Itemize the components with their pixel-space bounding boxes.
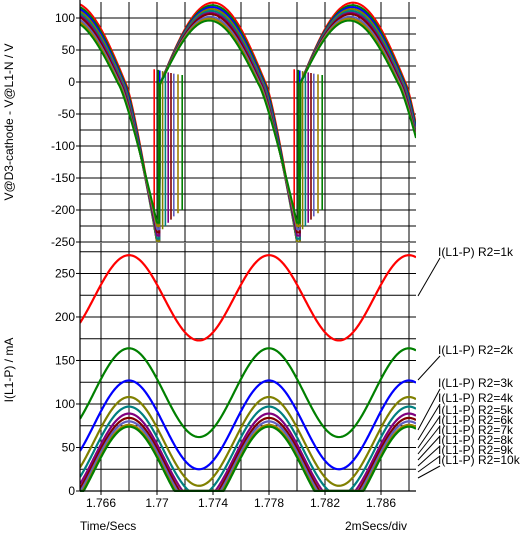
x-tick-label: 1.778 <box>254 496 284 510</box>
bottom-y-tick-label: 200 <box>55 310 75 324</box>
current-series-line <box>80 379 416 471</box>
legend-leader-line <box>417 435 441 461</box>
top-y-axis-label: V@D3-cathode - V@L1-N / V <box>2 43 16 200</box>
current-series-line <box>80 347 416 439</box>
legend-label: I(L1-P) R2=9k <box>438 443 514 457</box>
x-scale-label: 2mSecs/div <box>345 519 408 533</box>
x-tick-label: 1.77 <box>145 496 169 510</box>
legend-label: I(L1-P) R2=4k <box>438 391 514 405</box>
legend-label: I(L1-P) R2=3k <box>438 376 514 390</box>
current-series-line <box>80 405 416 492</box>
bottom-y-axis-label: I(L1-P) / mA <box>2 338 16 403</box>
bottom-y-tick-label: 0 <box>68 484 75 498</box>
voltage-series-line <box>80 1 416 242</box>
x-axis-label: Time/Secs <box>80 519 137 533</box>
top-plot-area <box>80 1 416 242</box>
top-grid <box>80 2 416 243</box>
bottom-y-tick-label: 150 <box>55 353 75 367</box>
current-series-line <box>80 254 416 342</box>
current-series-line <box>80 416 416 492</box>
x-tick-label: 1.774 <box>198 496 228 510</box>
top-y-axis: 100 50 0 -50 -100 -150 -200 -250 <box>51 11 80 249</box>
current-series-line <box>80 412 416 492</box>
legend-label: I(L1-P) R2=2k <box>438 343 514 357</box>
top-y-tick-label: -250 <box>51 235 75 249</box>
legend-label: I(L1-P) R2=7k <box>438 423 514 437</box>
legend-label: I(L1-P) R2=6k <box>438 413 514 427</box>
legend: I(L1-P) R2=1kI(L1-P) R2=2kI(L1-P) R2=3kI… <box>417 245 521 479</box>
x-tick-label: 1.766 <box>86 496 116 510</box>
legend-leader-line <box>417 425 441 455</box>
bottom-y-tick-label: 250 <box>55 266 75 280</box>
top-y-tick-label: -100 <box>51 139 75 153</box>
top-y-tick-label: -150 <box>51 171 75 185</box>
legend-leader-line <box>417 355 441 381</box>
top-y-tick-label: -200 <box>51 203 75 217</box>
legend-label: I(L1-P) R2=5k <box>438 403 514 417</box>
legend-leader-line <box>417 257 441 297</box>
top-y-tick-label: -50 <box>58 107 76 121</box>
legend-label: I(L1-P) R2=10k <box>438 453 521 467</box>
bottom-y-tick-label: 50 <box>62 440 76 454</box>
legend-leader-line <box>417 445 441 467</box>
current-series-line <box>80 395 416 487</box>
top-y-tick-label: 50 <box>62 43 76 57</box>
legend-leader-line <box>417 415 441 449</box>
legend-leader-line <box>417 455 441 473</box>
top-y-tick-label: 100 <box>55 11 75 25</box>
legend-leader-line <box>417 388 441 431</box>
legend-leader-line <box>417 403 441 441</box>
bottom-y-tick-label: 100 <box>55 397 75 411</box>
bottom-y-axis: 250 200 150 100 50 0 <box>55 266 80 498</box>
x-tick-label: 1.786 <box>366 496 396 510</box>
voltage-series-line <box>80 19 416 224</box>
bottom-plot-area <box>80 254 416 492</box>
x-tick-label: 1.782 <box>310 496 340 510</box>
legend-label: I(L1-P) R2=8k <box>438 433 514 447</box>
legend-leader-line <box>417 465 441 479</box>
top-y-tick-label: 0 <box>68 75 75 89</box>
legend-label: I(L1-P) R2=1k <box>438 245 514 259</box>
x-axis: 1.766 1.77 1.774 1.778 1.782 1.786 <box>79 0 416 510</box>
